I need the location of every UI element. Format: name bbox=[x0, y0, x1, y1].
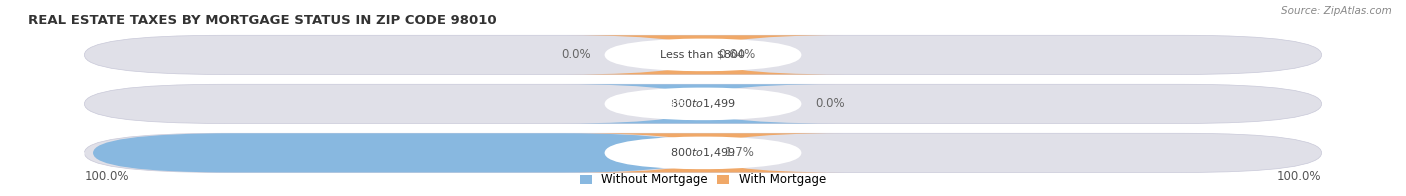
Text: 98.6%: 98.6% bbox=[49, 146, 86, 159]
FancyBboxPatch shape bbox=[605, 87, 801, 121]
Text: 0.0%: 0.0% bbox=[815, 97, 845, 110]
Text: Less than $800: Less than $800 bbox=[661, 50, 745, 60]
FancyBboxPatch shape bbox=[572, 133, 844, 172]
FancyBboxPatch shape bbox=[84, 133, 1322, 172]
FancyBboxPatch shape bbox=[605, 136, 801, 170]
Text: $800 to $1,499: $800 to $1,499 bbox=[671, 97, 735, 110]
FancyBboxPatch shape bbox=[562, 84, 835, 123]
Legend: Without Mortgage, With Mortgage: Without Mortgage, With Mortgage bbox=[581, 173, 825, 186]
FancyBboxPatch shape bbox=[605, 38, 801, 72]
Text: REAL ESTATE TAXES BY MORTGAGE STATUS IN ZIP CODE 98010: REAL ESTATE TAXES BY MORTGAGE STATUS IN … bbox=[28, 14, 496, 27]
Text: 0.0%: 0.0% bbox=[561, 48, 591, 61]
FancyBboxPatch shape bbox=[93, 133, 703, 172]
FancyBboxPatch shape bbox=[567, 35, 844, 74]
Text: 1.7%: 1.7% bbox=[724, 146, 755, 159]
Text: 0.64%: 0.64% bbox=[718, 48, 755, 61]
Text: $800 to $1,499: $800 to $1,499 bbox=[671, 146, 735, 159]
Text: Source: ZipAtlas.com: Source: ZipAtlas.com bbox=[1281, 6, 1392, 16]
FancyBboxPatch shape bbox=[84, 84, 1322, 123]
Text: 100.0%: 100.0% bbox=[1277, 170, 1322, 183]
Text: 1.4%: 1.4% bbox=[658, 97, 688, 110]
Text: 100.0%: 100.0% bbox=[84, 170, 129, 183]
FancyBboxPatch shape bbox=[84, 35, 1322, 74]
